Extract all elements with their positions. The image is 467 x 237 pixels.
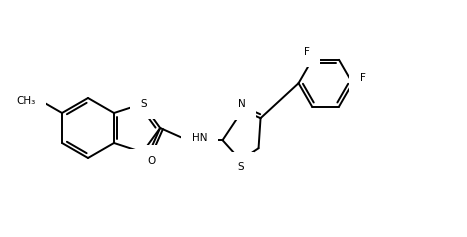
Text: O: O [148,155,156,166]
Text: CH₃: CH₃ [16,96,35,105]
Text: F: F [360,73,366,83]
Text: N: N [238,99,246,109]
Text: S: S [237,162,244,172]
Text: S: S [140,99,147,109]
Text: F: F [304,47,310,57]
Text: Cl: Cl [137,159,148,169]
Text: HN: HN [192,133,207,143]
